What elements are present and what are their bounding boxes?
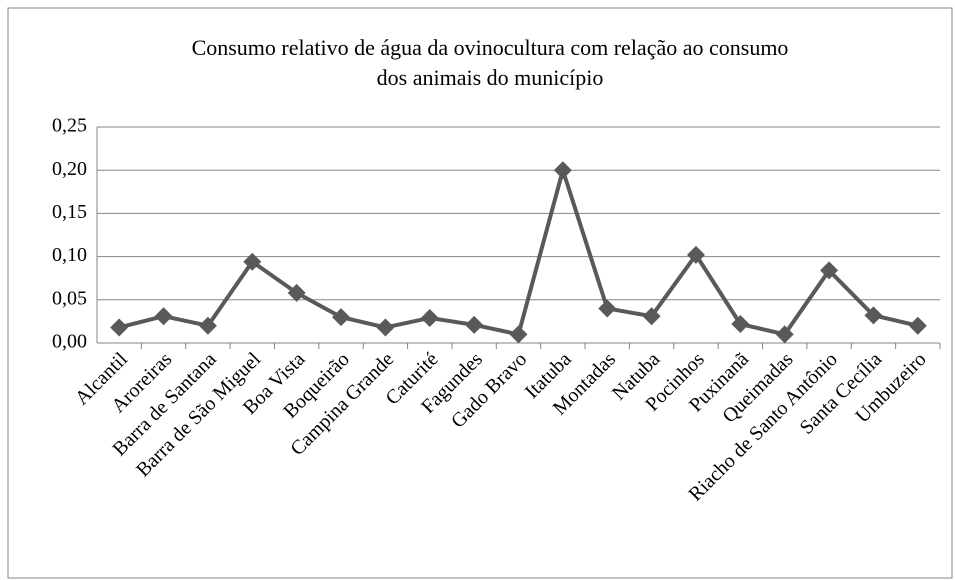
data-marker [908,316,927,335]
data-marker [198,316,217,335]
data-marker [243,252,262,271]
chart-border [7,7,953,579]
data-marker [775,325,794,344]
y-tick-label: 0,05 [52,287,87,309]
y-tick-label: 0,10 [52,244,87,266]
data-marker [642,307,661,326]
data-marker [731,314,750,333]
data-marker [154,307,173,326]
data-marker [686,245,705,264]
data-marker [465,315,484,334]
data-marker [553,161,572,180]
y-tick-label: 0,00 [52,331,87,353]
chart-title: Consumo relativo de água da ovinocultura… [192,35,789,60]
data-marker [864,306,883,325]
chart-title: dos animais do município [377,65,604,90]
data-marker [332,308,351,327]
y-tick-label: 0,25 [52,115,87,137]
data-marker [376,318,395,337]
y-tick-label: 0,15 [52,201,87,223]
data-marker [509,325,528,344]
y-tick-label: 0,20 [52,158,87,180]
data-marker [598,299,617,318]
data-marker [420,308,439,327]
data-marker [110,318,129,337]
data-marker [287,283,306,302]
data-marker [820,261,839,280]
